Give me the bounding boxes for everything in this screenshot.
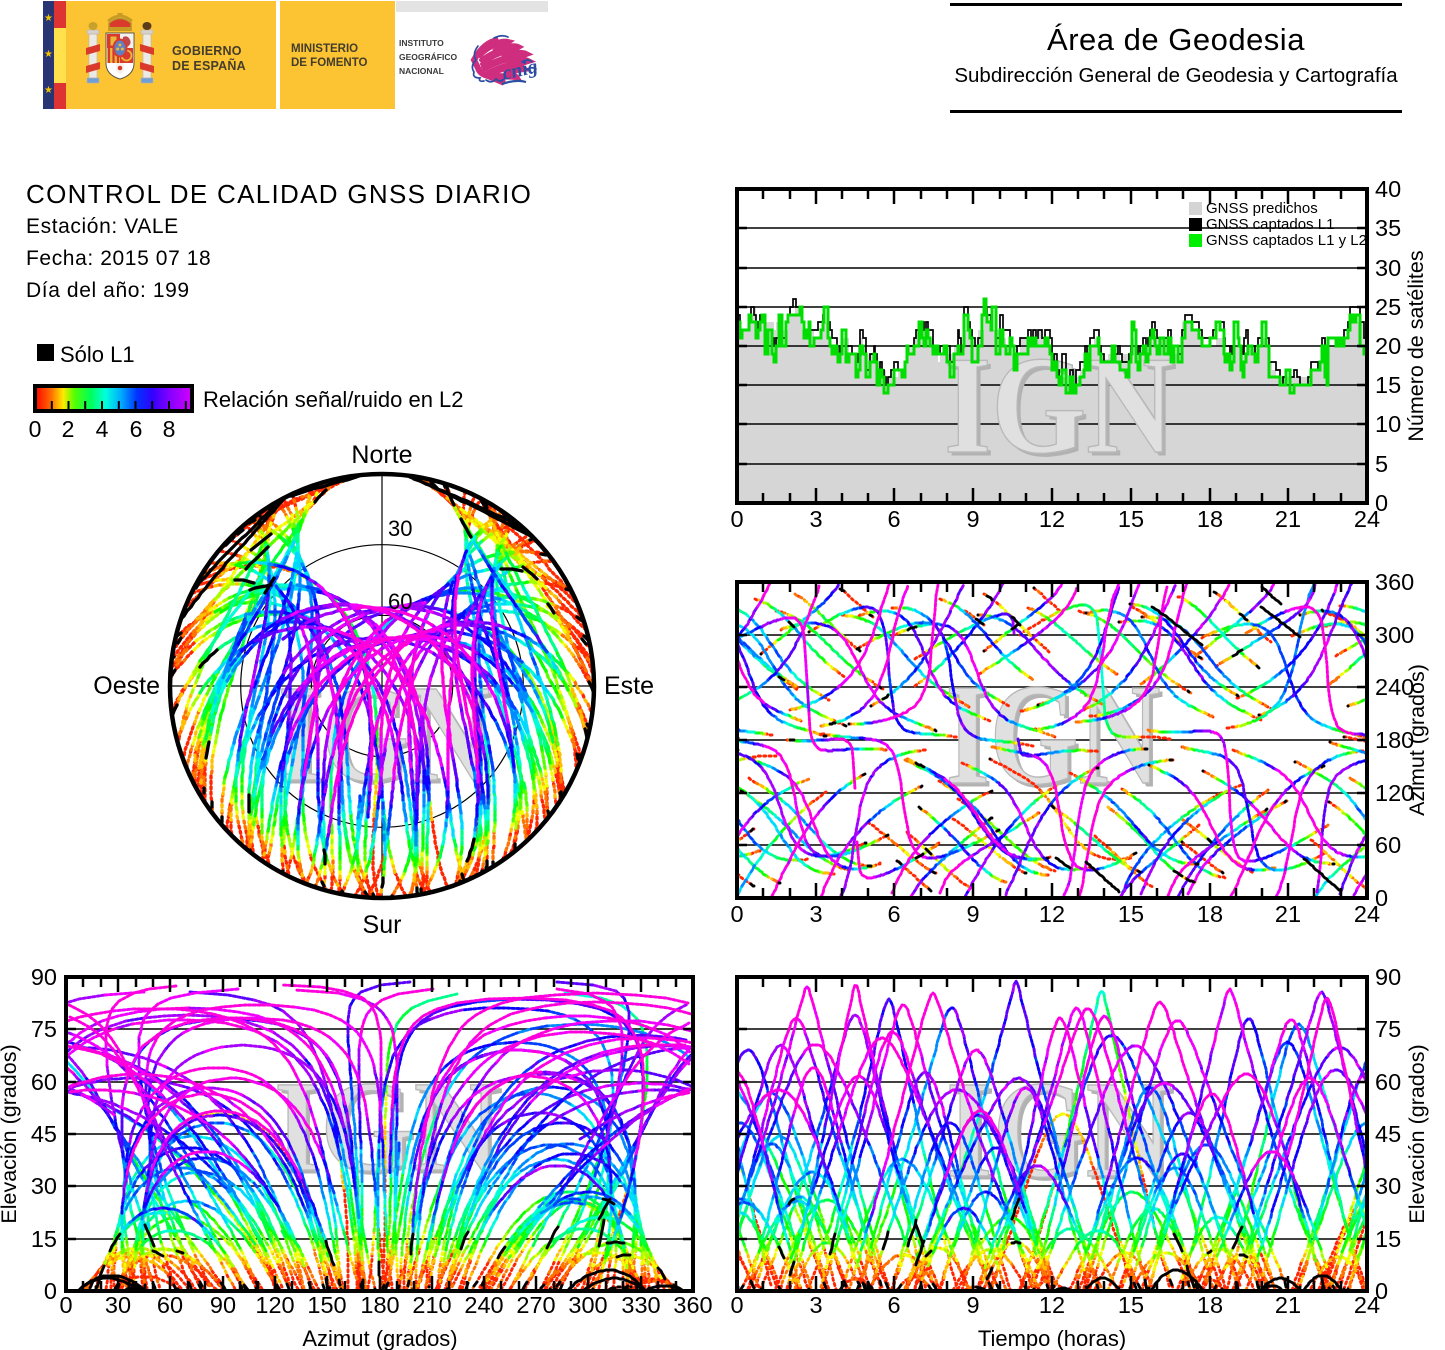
- svg-text:150: 150: [307, 1292, 346, 1318]
- svg-text:10: 10: [1375, 411, 1401, 437]
- svg-text:15: 15: [1118, 901, 1144, 927]
- svg-text:21: 21: [1275, 901, 1301, 927]
- svg-text:240: 240: [1375, 674, 1414, 700]
- svg-text:15: 15: [1375, 372, 1401, 398]
- svg-text:8: 8: [163, 416, 176, 442]
- svg-text:30: 30: [105, 1292, 131, 1318]
- svg-text:25: 25: [1375, 294, 1401, 320]
- svg-text:0: 0: [730, 1292, 743, 1318]
- svg-text:3: 3: [809, 901, 822, 927]
- svg-text:GNSS captados L1: GNSS captados L1: [1206, 216, 1334, 233]
- svg-text:210: 210: [412, 1292, 451, 1318]
- svg-text:9: 9: [966, 506, 979, 532]
- svg-text:24: 24: [1354, 506, 1380, 532]
- svg-text:0: 0: [730, 506, 743, 532]
- svg-text:12: 12: [1039, 506, 1065, 532]
- svg-text:5: 5: [1375, 451, 1388, 477]
- svg-text:0: 0: [1375, 490, 1388, 516]
- svg-text:Elevación (grados): Elevación (grados): [1405, 1044, 1429, 1223]
- svg-text:21: 21: [1275, 1292, 1301, 1318]
- svg-text:120: 120: [1375, 780, 1414, 806]
- svg-text:45: 45: [31, 1121, 57, 1147]
- svg-text:12: 12: [1039, 1292, 1065, 1318]
- svg-text:180: 180: [1375, 727, 1414, 753]
- svg-text:IGN: IGN: [944, 328, 1174, 483]
- svg-text:30: 30: [1375, 1173, 1401, 1199]
- svg-text:6: 6: [887, 506, 900, 532]
- svg-text:240: 240: [464, 1292, 503, 1318]
- svg-text:3: 3: [809, 1292, 822, 1318]
- svg-text:Norte: Norte: [351, 441, 412, 469]
- svg-text:30: 30: [1375, 255, 1401, 281]
- svg-text:GNSS predichos: GNSS predichos: [1206, 200, 1318, 217]
- svg-text:180: 180: [360, 1292, 399, 1318]
- svg-text:300: 300: [1375, 622, 1414, 648]
- svg-text:2: 2: [62, 416, 75, 442]
- svg-text:6: 6: [130, 416, 143, 442]
- svg-text:20: 20: [1375, 333, 1401, 359]
- svg-text:270: 270: [516, 1292, 555, 1318]
- svg-text:21: 21: [1275, 506, 1301, 532]
- svg-text:60: 60: [1375, 1069, 1401, 1095]
- svg-text:60: 60: [1375, 832, 1401, 858]
- svg-text:24: 24: [1354, 901, 1380, 927]
- svg-text:60: 60: [31, 1069, 57, 1095]
- svg-text:330: 330: [621, 1292, 660, 1318]
- svg-text:15: 15: [31, 1226, 57, 1252]
- svg-text:360: 360: [673, 1292, 712, 1318]
- svg-text:15: 15: [1118, 1292, 1144, 1318]
- svg-text:Sur: Sur: [363, 911, 402, 939]
- svg-text:0: 0: [1375, 885, 1388, 911]
- svg-text:90: 90: [31, 964, 57, 990]
- svg-text:12: 12: [1039, 901, 1065, 927]
- svg-text:40: 40: [1375, 176, 1401, 202]
- svg-text:35: 35: [1375, 215, 1401, 241]
- svg-text:9: 9: [966, 1292, 979, 1318]
- svg-text:24: 24: [1354, 1292, 1380, 1318]
- svg-text:Azimut (grados): Azimut (grados): [1405, 664, 1429, 816]
- svg-text:60: 60: [388, 589, 412, 614]
- svg-text:Este: Este: [604, 672, 654, 700]
- svg-text:90: 90: [210, 1292, 236, 1318]
- svg-text:4: 4: [96, 416, 109, 442]
- svg-text:0: 0: [730, 901, 743, 927]
- svg-text:Tiempo (horas): Tiempo (horas): [978, 1326, 1126, 1350]
- svg-text:75: 75: [1375, 1016, 1401, 1042]
- svg-text:3: 3: [809, 506, 822, 532]
- svg-text:360: 360: [1375, 569, 1414, 595]
- svg-text:9: 9: [966, 901, 979, 927]
- svg-text:75: 75: [31, 1016, 57, 1042]
- svg-text:15: 15: [1118, 506, 1144, 532]
- svg-text:Azimut (grados): Azimut (grados): [302, 1326, 457, 1350]
- svg-text:Oeste: Oeste: [93, 672, 160, 700]
- svg-text:Elevación (grados): Elevación (grados): [0, 1044, 21, 1223]
- svg-text:0: 0: [59, 1292, 72, 1318]
- svg-text:GNSS captados L1 y L2: GNSS captados L1 y L2: [1206, 232, 1367, 249]
- svg-text:45: 45: [1375, 1121, 1401, 1147]
- svg-text:0: 0: [44, 1278, 57, 1304]
- svg-text:0: 0: [29, 416, 42, 442]
- svg-text:18: 18: [1197, 901, 1223, 927]
- svg-text:Número de satélites: Número de satélites: [1404, 250, 1428, 441]
- svg-text:6: 6: [887, 1292, 900, 1318]
- svg-text:30: 30: [388, 516, 412, 541]
- svg-text:18: 18: [1197, 506, 1223, 532]
- svg-text:6: 6: [887, 901, 900, 927]
- svg-text:15: 15: [1375, 1226, 1401, 1252]
- svg-text:90: 90: [1375, 964, 1401, 990]
- svg-text:300: 300: [568, 1292, 607, 1318]
- svg-text:0: 0: [1375, 1278, 1388, 1304]
- svg-text:30: 30: [31, 1173, 57, 1199]
- svg-text:18: 18: [1197, 1292, 1223, 1318]
- svg-text:60: 60: [157, 1292, 183, 1318]
- svg-text:120: 120: [255, 1292, 294, 1318]
